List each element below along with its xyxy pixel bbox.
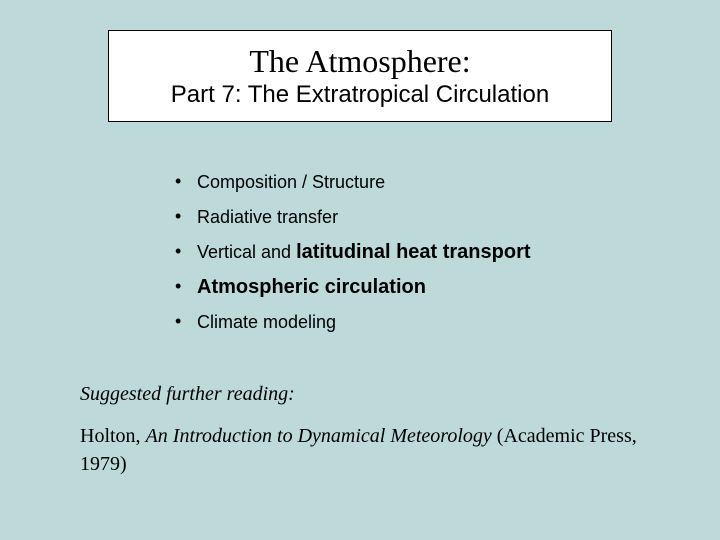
list-item: Composition / Structure — [175, 168, 605, 197]
bullet-text: Climate modeling — [197, 312, 336, 332]
suggested-reading: Suggested further reading: Holton, An In… — [80, 380, 640, 478]
bullet-list: Composition / Structure Radiative transf… — [175, 168, 605, 343]
list-item: Climate modeling — [175, 308, 605, 337]
list-item: Radiative transfer — [175, 203, 605, 232]
list-item: Vertical and latitudinal heat transport — [175, 238, 605, 267]
bullet-emph: latitudinal heat transport — [296, 241, 530, 263]
bullet-text: Vertical and — [197, 242, 296, 262]
citation-author: Holton, — [80, 425, 146, 447]
reading-label: Suggested further reading: — [80, 380, 640, 408]
bullet-text: Composition / Structure — [197, 172, 385, 192]
title-line1: The Atmosphere: — [249, 42, 470, 80]
bullet-emph: Atmospheric circulation — [197, 276, 426, 298]
bullet-text: Radiative transfer — [197, 207, 338, 227]
reading-citation: Holton, An Introduction to Dynamical Met… — [80, 422, 640, 478]
title-box: The Atmosphere: Part 7: The Extratropica… — [108, 30, 612, 122]
citation-title: An Introduction to Dynamical Meteorology — [146, 425, 492, 447]
title-line2: Part 7: The Extratropical Circulation — [171, 81, 549, 110]
list-item: Atmospheric circulation — [175, 273, 605, 302]
